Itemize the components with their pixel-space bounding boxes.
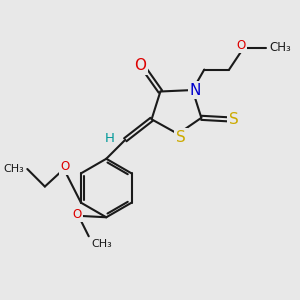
- Text: O: O: [236, 39, 245, 52]
- Text: CH₃: CH₃: [92, 238, 112, 249]
- Text: O: O: [134, 58, 146, 73]
- Text: CH₃: CH₃: [269, 41, 291, 54]
- Text: O: O: [72, 208, 82, 221]
- Text: O: O: [61, 160, 70, 173]
- Text: S: S: [176, 130, 186, 145]
- Text: CH₃: CH₃: [4, 164, 24, 174]
- Text: H: H: [104, 132, 114, 145]
- Text: N: N: [190, 82, 201, 98]
- Text: S: S: [229, 112, 239, 127]
